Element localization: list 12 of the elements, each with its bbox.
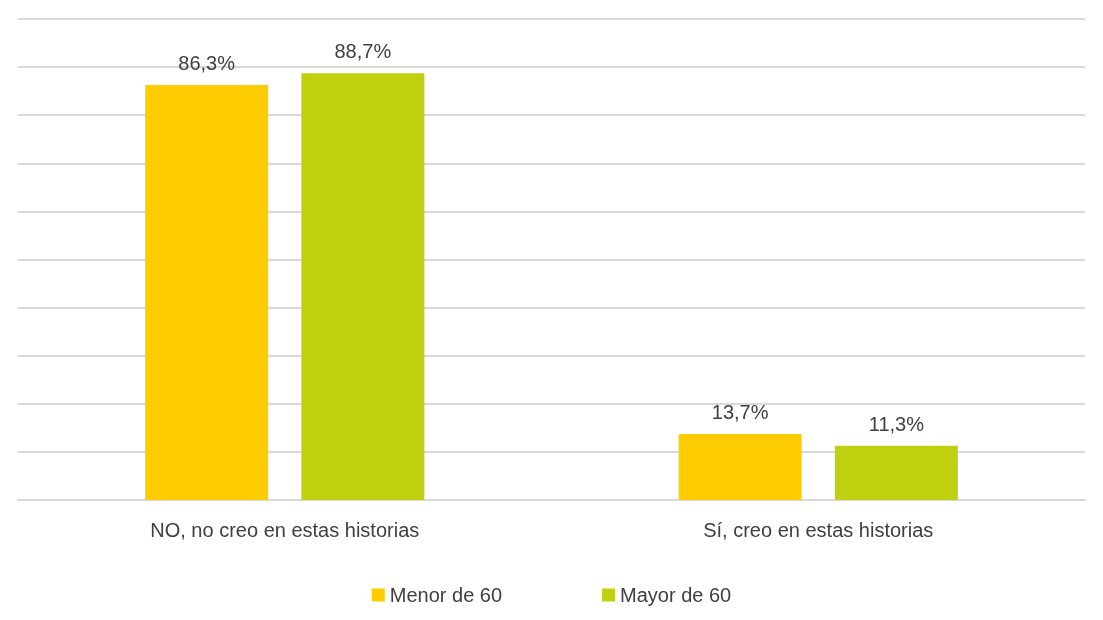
data-label: 88,7% — [334, 40, 392, 63]
bar — [145, 84, 269, 500]
bar — [834, 445, 958, 500]
data-label: 86,3% — [178, 51, 236, 74]
data-label: 11,3% — [868, 412, 925, 435]
legend-label: Mayor de 60 — [620, 584, 732, 606]
x-tick-label: Sí, creo en estas historias — [703, 519, 934, 541]
data-label: 13,7% — [711, 401, 769, 424]
bar — [301, 73, 425, 500]
bar — [678, 434, 802, 500]
legend-label: Menor de 60 — [389, 584, 503, 606]
x-tick-label: NO, no creo en estas historias — [150, 519, 420, 541]
